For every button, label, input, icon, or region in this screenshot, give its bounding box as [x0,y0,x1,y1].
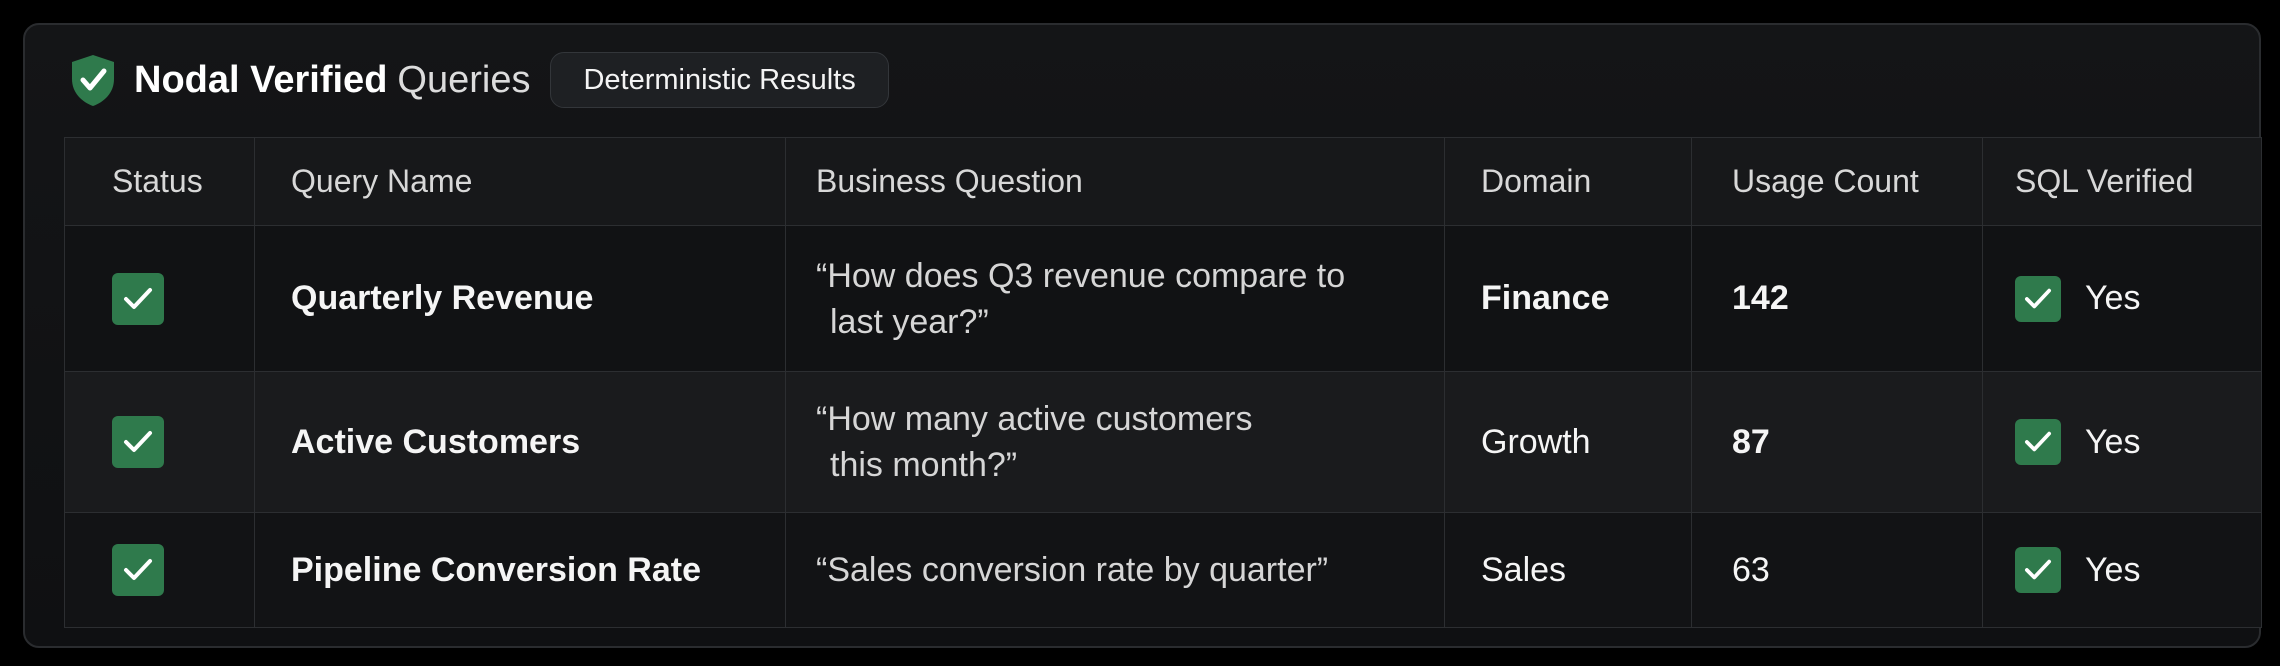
status-check-icon [112,416,164,468]
business-question: “How many active customers this month?” [785,371,1445,513]
table-row[interactable]: Active Customers “How many active custom… [64,371,2262,513]
usage-count: 87 [1691,371,1983,513]
business-question-line2: last year?” [830,302,989,341]
status-check-icon [112,544,164,596]
business-question-line1: “How many active customers [816,400,1253,438]
sql-verified-cell: Yes [1982,371,2262,513]
title-light: Queries [397,58,531,101]
query-name: Quarterly Revenue [254,225,786,372]
domain: Finance [1444,225,1692,372]
domain: Growth [1444,371,1692,513]
table-row[interactable]: Pipeline Conversion Rate “Sales conversi… [64,512,2262,628]
business-question: “How does Q3 revenue compare to last year… [785,225,1445,372]
status-check-icon [112,272,164,325]
shield-check-icon [72,55,114,106]
deterministic-results-badge: Deterministic Results [550,52,889,108]
status-cell [64,371,255,513]
sql-verified-check-icon [2015,547,2061,593]
column-header-usage-count[interactable]: Usage Count [1691,137,1983,226]
status-cell [64,512,255,628]
sql-verified-cell: Yes [1982,225,2262,372]
domain: Sales [1444,512,1692,628]
status-cell [64,225,255,372]
panel-header: Nodal Verified Queries Deterministic Res… [68,52,889,108]
query-name: Pipeline Conversion Rate [254,512,786,628]
column-header-business-question[interactable]: Business Question [785,137,1445,226]
table-header-row: Status Query Name Business Question Doma… [64,137,2262,226]
table-row[interactable]: Quarterly Revenue “How does Q3 revenue c… [64,225,2262,372]
column-header-status[interactable]: Status [64,137,255,226]
business-question-line2: this month?” [830,446,1018,484]
sql-verified-value: Yes [2085,422,2141,461]
queries-table: Status Query Name Business Question Doma… [64,137,2262,628]
business-question-line1: “Sales conversion rate by quarter” [816,551,1329,589]
sql-verified-value: Yes [2085,279,2141,317]
sql-verified-check-icon [2015,419,2061,465]
query-name: Active Customers [254,371,786,513]
usage-count: 63 [1691,512,1983,628]
business-question-line1: “How does Q3 revenue compare to [816,256,1346,295]
business-question: “Sales conversion rate by quarter” [785,512,1445,628]
column-header-sql-verified[interactable]: SQL Verified [1982,137,2262,226]
sql-verified-check-icon [2015,275,2061,322]
column-header-domain[interactable]: Domain [1444,137,1692,226]
usage-count: 142 [1691,225,1983,372]
sql-verified-value: Yes [2085,550,2141,589]
column-header-query-name[interactable]: Query Name [254,137,786,226]
title-strong: Nodal Verified [134,58,388,101]
sql-verified-cell: Yes [1982,512,2262,628]
